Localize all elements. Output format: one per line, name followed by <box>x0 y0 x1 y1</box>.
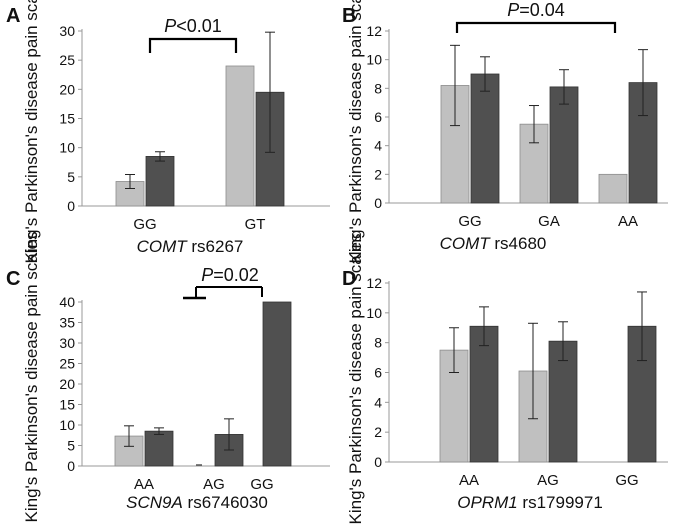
snp-id: rs1799971 <box>522 493 603 512</box>
x-tick-label: GG <box>133 216 156 233</box>
bar-series-2 <box>469 325 499 463</box>
x-tick-label: GG <box>250 476 273 493</box>
y-tick-label: 0 <box>67 198 75 214</box>
y-tick-label: 8 <box>374 335 382 351</box>
y-tick-label: 12 <box>366 23 382 39</box>
gene-name: OPRM1 <box>457 493 518 512</box>
snp-id: rs6267 <box>191 237 244 256</box>
chart-plot: 0 5 10 15 20 25 30 35 40 AA AG GG P=0.02 <box>59 265 330 493</box>
gene-name: COMT <box>136 237 187 256</box>
p-symbol: P <box>201 265 213 285</box>
chart-plot: 0 5 10 15 20 25 30 GG GT P<0.01 <box>59 16 330 233</box>
y-tick-label: 30 <box>59 23 75 39</box>
y-tick-label: 25 <box>59 356 75 372</box>
p-value-label: P=0.02 <box>201 265 259 285</box>
y-tick-label: 15 <box>59 397 75 413</box>
x-tick-label: GA <box>538 213 560 230</box>
y-tick-label: 35 <box>59 315 75 331</box>
panel-a: A King's Parkinson's disease pain scales… <box>0 0 337 263</box>
bar-series-1 <box>225 65 255 207</box>
p-value: =0.02 <box>213 265 259 285</box>
y-tick-label: 4 <box>374 138 382 154</box>
x-tick-label: GG <box>458 213 481 230</box>
p-value-label: P=0.04 <box>507 0 565 20</box>
x-tick-label: AA <box>134 476 154 493</box>
x-tick-label: AG <box>203 476 225 493</box>
snp-id: rs6746030 <box>187 493 268 512</box>
y-tick-label: 10 <box>366 305 382 321</box>
bar-series-1 <box>598 173 628 204</box>
significance-bracket <box>148 37 238 53</box>
x-axis-caption: SCN9A rs6746030 <box>126 493 268 513</box>
x-tick-label: AA <box>618 213 638 230</box>
y-tick-label: 15 <box>59 111 75 127</box>
y-tick-label: 2 <box>374 166 382 182</box>
x-axis-caption: COMT rs4680 <box>440 234 547 254</box>
x-tick-label: GG <box>615 472 638 489</box>
bar-series-2 <box>144 430 174 467</box>
y-tick-label: 20 <box>59 376 75 392</box>
bar-series-2 <box>145 156 175 207</box>
significance-bracket <box>455 21 617 33</box>
y-tick-label: 12 <box>366 275 382 291</box>
y-tick-label: 10 <box>59 417 75 433</box>
x-tick-label: AA <box>459 472 479 489</box>
y-tick-label: 8 <box>374 80 382 96</box>
y-tick-label: 30 <box>59 335 75 351</box>
chart-plot: 0 2 4 6 8 10 12 AA AG GG <box>366 275 668 489</box>
y-tick-label: 0 <box>374 454 382 470</box>
p-symbol: P <box>507 0 519 20</box>
p-symbol: P <box>164 16 176 36</box>
y-tick-label: 25 <box>59 52 75 68</box>
y-tick-label: 0 <box>374 195 382 211</box>
bar-series-2 <box>548 340 578 463</box>
x-axis-caption: OPRM1 rs1799971 <box>457 493 603 513</box>
bar-series-2 <box>470 73 500 204</box>
y-tick-label: 10 <box>366 52 382 68</box>
y-tick-label: 4 <box>374 394 382 410</box>
y-tick-label: 40 <box>59 294 75 310</box>
p-value: =0.04 <box>519 0 565 20</box>
panel-c: C King's Parkinson's disease pain scales… <box>0 232 337 522</box>
panel-b: B King's Parkinson's disease pain scales… <box>338 0 675 263</box>
p-value-label: P<0.01 <box>164 16 222 36</box>
panel-letter: C <box>6 268 21 290</box>
gene-name: COMT <box>439 234 490 253</box>
y-tick-label: 5 <box>67 169 75 185</box>
y-tick-label: 2 <box>374 424 382 440</box>
x-tick-label: GT <box>245 216 266 233</box>
snp-id: rs4680 <box>494 234 547 253</box>
bar-series-2 <box>262 301 292 467</box>
y-tick-label: 6 <box>374 109 382 125</box>
x-tick-label: AG <box>537 472 559 489</box>
y-tick-label: 20 <box>59 81 75 97</box>
panel-letter: D <box>342 268 357 290</box>
x-axis-caption: COMT rs6267 <box>137 237 244 257</box>
p-value: <0.01 <box>176 16 222 36</box>
y-tick-label: 0 <box>67 458 75 474</box>
bar-series-2 <box>549 86 579 204</box>
chart-plot: 0 2 4 6 8 10 12 GG GA AA P=0.04 <box>366 0 668 230</box>
panel-letter: B <box>342 5 357 27</box>
y-tick-label: 5 <box>67 438 75 454</box>
gene-name: SCN9A <box>126 493 183 512</box>
panel-d: D King's Parkinson's disease pain scales… <box>338 234 675 524</box>
y-tick-label: 6 <box>374 365 382 381</box>
panel-letter: A <box>6 5 21 27</box>
y-tick-label: 10 <box>59 140 75 156</box>
